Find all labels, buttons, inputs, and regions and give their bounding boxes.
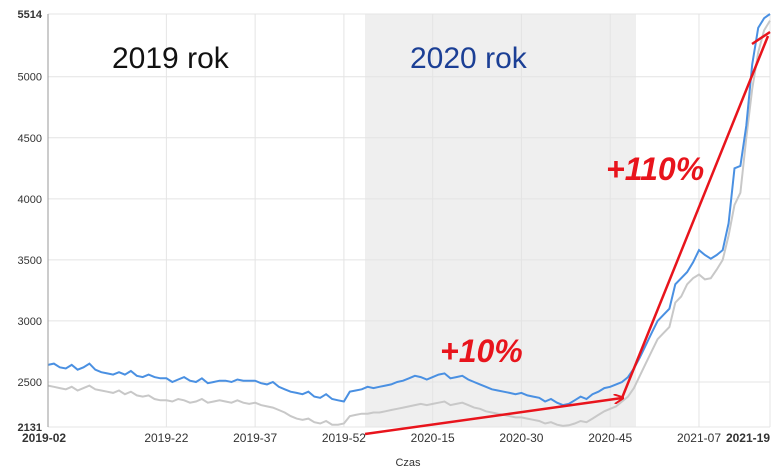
lines (47, 13, 771, 427)
y-tick-label: 3000 (18, 316, 42, 328)
y-tick-label: 5000 (18, 72, 42, 84)
x-tick-label: 2019-22 (144, 431, 188, 445)
annotation: +10% (440, 333, 523, 369)
x-axis-label: Czas (395, 457, 421, 469)
year-shade (365, 14, 636, 427)
x-tick-label: 2021-19 (726, 431, 770, 445)
y-tick-label: 4500 (18, 133, 42, 145)
y-tick-label: 3500 (18, 255, 42, 267)
x-tick-label: 2019-02 (22, 431, 66, 445)
x-tick-label: 2019-52 (322, 431, 366, 445)
arrow (751, 30, 771, 46)
arrow (620, 35, 770, 399)
x-tick-label: 2020-30 (499, 431, 543, 445)
x-tick-label: 2021-07 (677, 431, 721, 445)
x-tick-label: 2020-45 (588, 431, 632, 445)
x-tick-label: 2020-15 (411, 431, 455, 445)
annotation: 2019 rok (112, 42, 230, 75)
y-tick-label: 4000 (18, 194, 42, 206)
x-tick-label: 2019-37 (233, 431, 277, 445)
y-tick-label: 5514 (18, 9, 43, 21)
series-line (47, 20, 771, 427)
y-tick-label: 2500 (18, 377, 42, 389)
annotation: 2020 rok (410, 42, 528, 75)
y-tick-label: 2131 (18, 422, 42, 434)
arrow (364, 398, 622, 436)
series-line (47, 13, 771, 407)
annotation: +110% (606, 151, 704, 187)
